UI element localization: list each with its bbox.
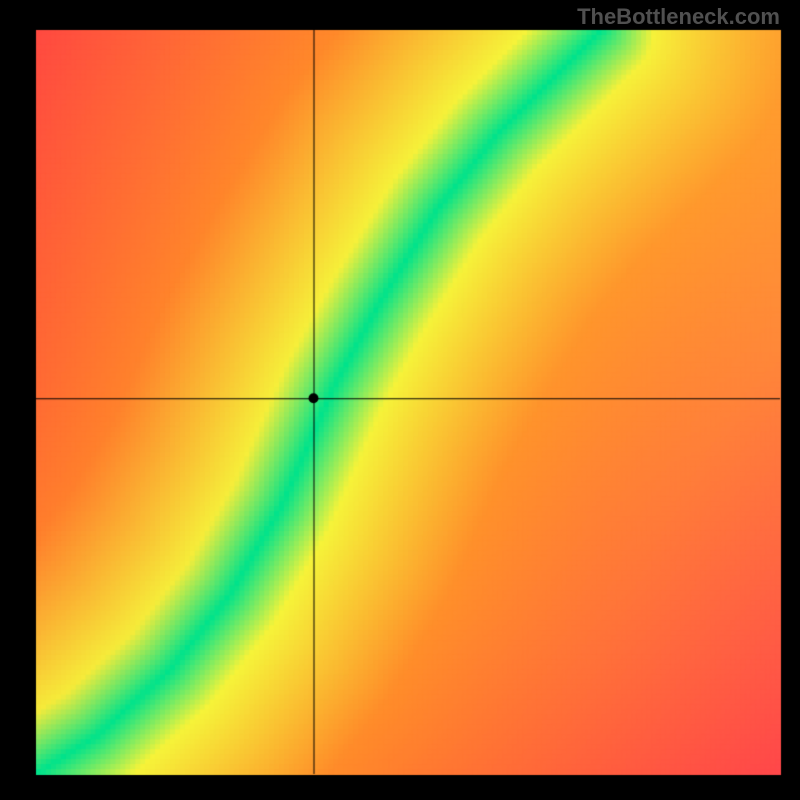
watermark-text: TheBottleneck.com (577, 4, 780, 30)
bottleneck-heatmap (0, 0, 800, 800)
